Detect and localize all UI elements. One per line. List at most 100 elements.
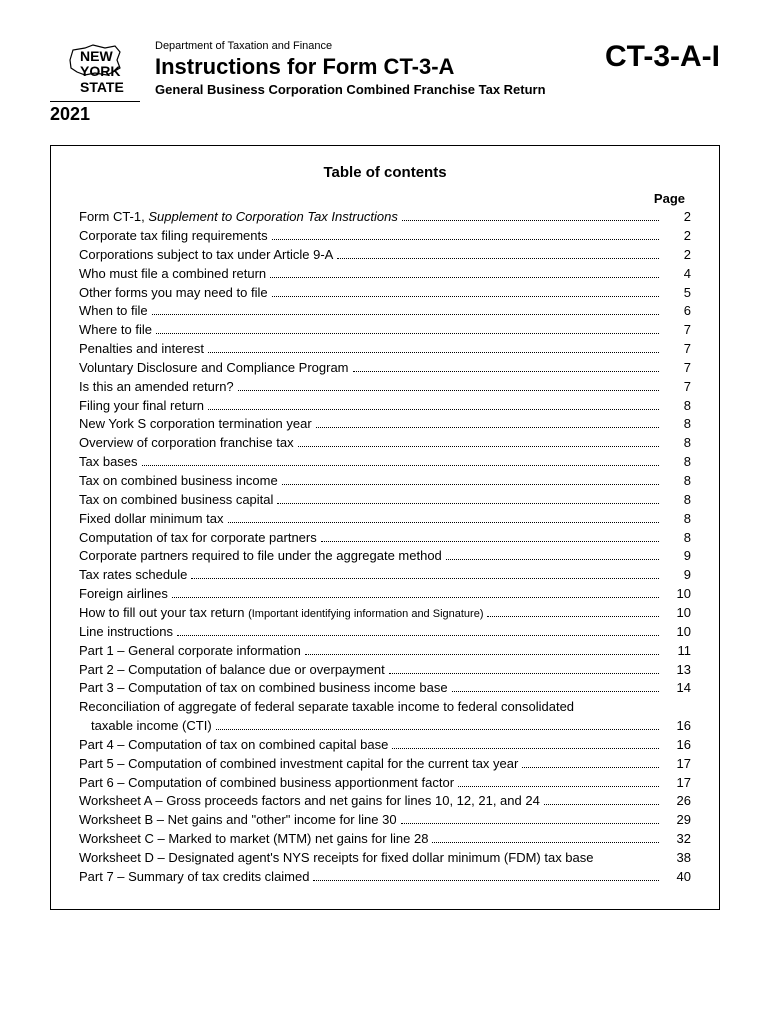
toc-row: Worksheet A – Gross proceeds factors and…	[79, 792, 691, 811]
toc-dots	[402, 220, 659, 221]
toc-dots	[321, 541, 659, 542]
toc-page-number: 9	[663, 547, 691, 566]
toc-label: Is this an amended return?	[79, 378, 234, 397]
toc-page-number: 8	[663, 491, 691, 510]
toc-row: taxable income (CTI)16	[79, 717, 691, 736]
title-block: Department of Taxation and Finance Instr…	[155, 40, 595, 97]
toc-label: Tax rates schedule	[79, 566, 187, 585]
toc-page-number: 7	[663, 340, 691, 359]
toc-row: Foreign airlines10	[79, 585, 691, 604]
toc-page-number: 10	[663, 623, 691, 642]
toc-dots	[272, 239, 659, 240]
toc-dots	[191, 578, 659, 579]
toc-row: Fixed dollar minimum tax 8	[79, 510, 691, 529]
toc-page-number: 5	[663, 284, 691, 303]
toc-label: Worksheet C – Marked to market (MTM) net…	[79, 830, 428, 849]
toc-row: Worksheet B – Net gains and "other" inco…	[79, 811, 691, 830]
toc-label: Part 2 – Computation of balance due or o…	[79, 661, 385, 680]
toc-row: Tax bases 8	[79, 453, 691, 472]
main-title: Instructions for Form CT-3-A	[155, 54, 595, 80]
toc-dots	[216, 729, 659, 730]
toc-page-number: 29	[663, 811, 691, 830]
toc-label: Part 5 – Computation of combined investm…	[79, 755, 518, 774]
toc-label: Tax bases	[79, 453, 138, 472]
toc-label: Tax on combined business income	[79, 472, 278, 491]
toc-dots	[452, 691, 659, 692]
toc-dots	[544, 804, 659, 805]
toc-row: Line instructions 10	[79, 623, 691, 642]
toc-label: Corporations subject to tax under Articl…	[79, 246, 333, 265]
toc-dots	[392, 748, 659, 749]
logo-line1: NEW	[80, 49, 140, 64]
toc-page-number: 8	[663, 510, 691, 529]
toc-label: Reconciliation of aggregate of federal s…	[79, 698, 574, 717]
toc-page-number: 38	[663, 849, 691, 868]
toc-row: Who must file a combined return4	[79, 265, 691, 284]
toc-label: When to file	[79, 302, 148, 321]
toc-page-header: Page	[79, 191, 691, 206]
toc-label: Worksheet B – Net gains and "other" inco…	[79, 811, 397, 830]
department-line: Department of Taxation and Finance	[155, 40, 595, 52]
toc-label: Other forms you may need to file	[79, 284, 268, 303]
toc-dots	[282, 484, 659, 485]
toc-label: Overview of corporation franchise tax	[79, 434, 294, 453]
toc-label: Fixed dollar minimum tax	[79, 510, 224, 529]
toc-dots	[487, 616, 659, 617]
toc-dots	[458, 786, 659, 787]
toc-row: Other forms you may need to file 5	[79, 284, 691, 303]
toc-dots	[208, 409, 659, 410]
toc-label: Penalties and interest	[79, 340, 204, 359]
toc-row: Part 1 – General corporate information11	[79, 642, 691, 661]
toc-dots	[142, 465, 659, 466]
toc-list: Form CT-1, Supplement to Corporation Tax…	[79, 208, 691, 886]
toc-label: Tax on combined business capital	[79, 491, 273, 510]
toc-row: Is this an amended return?7	[79, 378, 691, 397]
toc-page-number: 8	[663, 434, 691, 453]
toc-page-number: 14	[663, 679, 691, 698]
toc-row: New York S corporation termination year 8	[79, 415, 691, 434]
toc-row: Part 6 – Computation of combined busines…	[79, 774, 691, 793]
toc-page-number: 2	[663, 227, 691, 246]
toc-row: Worksheet D – Designated agent's NYS rec…	[79, 849, 691, 868]
toc-label: Part 3 – Computation of tax on combined …	[79, 679, 448, 698]
toc-page-number: 17	[663, 774, 691, 793]
toc-dots	[389, 673, 659, 674]
toc-row: Voluntary Disclosure and Compliance Prog…	[79, 359, 691, 378]
toc-row: Corporate partners required to file unde…	[79, 547, 691, 566]
toc-page-number: 10	[663, 585, 691, 604]
toc-page-number: 26	[663, 792, 691, 811]
toc-row: Form CT-1, Supplement to Corporation Tax…	[79, 208, 691, 227]
toc-row: Tax rates schedule9	[79, 566, 691, 585]
toc-row: Overview of corporation franchise tax 8	[79, 434, 691, 453]
toc-label: Line instructions	[79, 623, 173, 642]
toc-page-number: 8	[663, 453, 691, 472]
toc-dots	[432, 842, 659, 843]
toc-page-number: 10	[663, 604, 691, 623]
toc-page-number: 2	[663, 246, 691, 265]
logo-year: 2021	[50, 101, 140, 125]
toc-page-number: 6	[663, 302, 691, 321]
toc-row: Corporations subject to tax under Articl…	[79, 246, 691, 265]
toc-row: Computation of tax for corporate partner…	[79, 529, 691, 548]
toc-dots	[316, 427, 659, 428]
toc-dots	[177, 635, 659, 636]
toc-row: Tax on combined business capital 8	[79, 491, 691, 510]
toc-row: Reconciliation of aggregate of federal s…	[79, 698, 691, 717]
toc-row: Filing your final return8	[79, 397, 691, 416]
toc-page-number: 16	[663, 736, 691, 755]
logo-text: NEW YORK STATE	[80, 49, 140, 95]
toc-label: Filing your final return	[79, 397, 204, 416]
toc-label: How to fill out your tax return (Importa…	[79, 604, 483, 623]
toc-row: When to file 6	[79, 302, 691, 321]
toc-label: Part 7 – Summary of tax credits claimed	[79, 868, 309, 887]
toc-label: Corporate tax filing requirements	[79, 227, 268, 246]
toc-row: Corporate tax filing requirements 2	[79, 227, 691, 246]
toc-row: How to fill out your tax return (Importa…	[79, 604, 691, 623]
toc-label: Worksheet A – Gross proceeds factors and…	[79, 792, 540, 811]
toc-page-number: 7	[663, 321, 691, 340]
toc-label: New York S corporation termination year	[79, 415, 312, 434]
toc-page-number: 8	[663, 415, 691, 434]
toc-row: Part 7 – Summary of tax credits claimed4…	[79, 868, 691, 887]
toc-label: Where to file	[79, 321, 152, 340]
nys-logo-block: NEW YORK STATE 2021	[50, 40, 140, 125]
